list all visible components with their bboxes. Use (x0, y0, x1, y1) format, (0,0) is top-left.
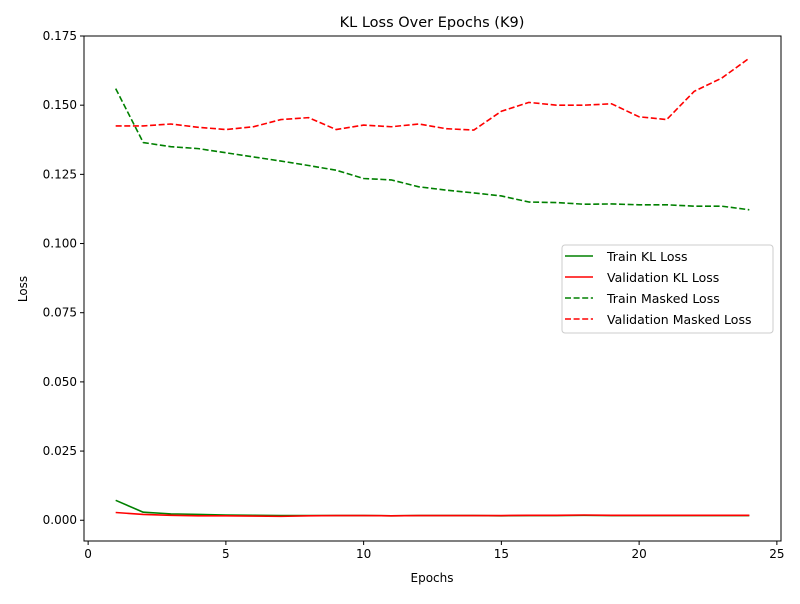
y-tick-label: 0.150 (43, 98, 77, 112)
legend: Train KL Loss Validation KL Loss Train Mas… (561, 244, 774, 334)
chart-title: KL Loss Over Epochs (K9) (340, 15, 525, 31)
x-tick-label: 25 (769, 547, 784, 561)
y-tick-label: 0.050 (43, 375, 77, 389)
x-axis-label: Epochs (411, 571, 454, 585)
x-tick-label: 15 (494, 547, 509, 561)
y-tick-label: 0.175 (43, 29, 77, 43)
y-tick-label: 0.000 (43, 513, 77, 527)
y-tick-label: 0.025 (43, 444, 77, 458)
legend-label-validation-kl-loss: Validation KL Loss (607, 270, 719, 285)
ticks-layer: 0 5 10 15 20 25 0.000 0.025 0.050 0.075 0.100 0.125… (43, 29, 785, 561)
legend-label-validation-masked-loss: Validation Masked Loss (607, 312, 751, 327)
x-tick-label: 10 (356, 547, 371, 561)
plot-frame (83, 35, 782, 542)
x-tick-label: 0 (84, 547, 92, 561)
series-line-validation-masked-loss (115, 57, 750, 131)
y-tick-label: 0.075 (43, 306, 77, 320)
legend-box (561, 244, 774, 334)
legend-label-train-kl-loss: Train KL Loss (606, 249, 688, 264)
series-layer (114, 57, 750, 518)
x-tick-label: 20 (631, 547, 646, 561)
x-tick-label: 5 (222, 547, 230, 561)
series-line-validation-kl-loss (115, 511, 750, 518)
y-tick-label: 0.100 (43, 237, 77, 251)
y-tick-label: 0.125 (43, 167, 77, 181)
y-axis-label: Loss (16, 276, 30, 302)
legend-label-train-masked-loss: Train Masked Loss (606, 291, 720, 306)
series-line-train-masked-loss (114, 88, 750, 211)
